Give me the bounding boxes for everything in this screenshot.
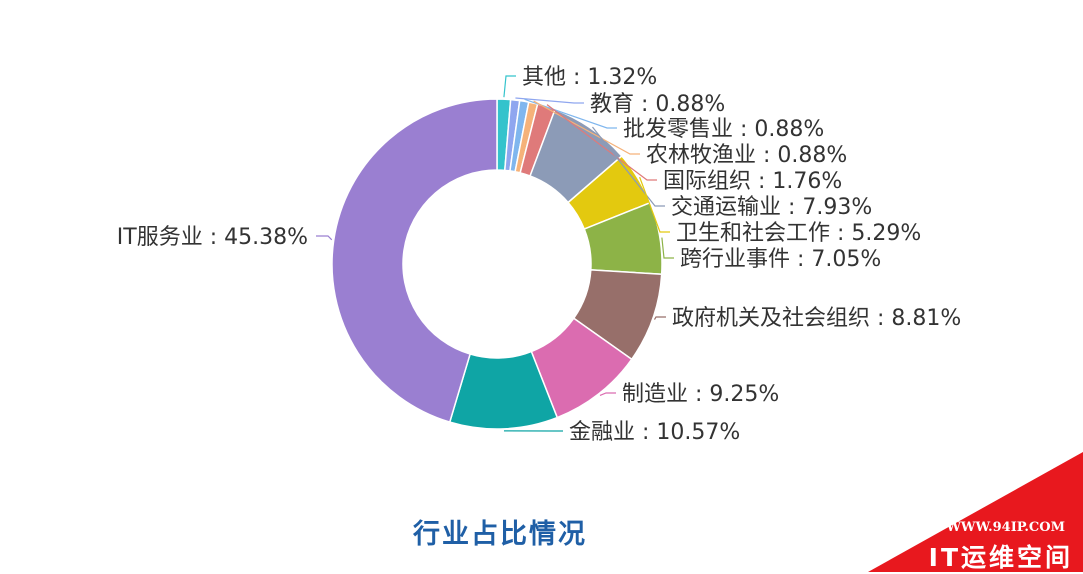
slice-label-8: 跨行业事件 : 7.05% (680, 247, 881, 272)
slice-label-10: 制造业 : 9.25% (622, 382, 779, 407)
chart-title: 行业占比情况 (0, 512, 1000, 551)
slice-label-4: 农林牧渔业 : 0.88% (646, 143, 847, 168)
slice-label-6: 交通运输业 : 7.93% (671, 195, 872, 220)
watermark-url: WWW.94IP.COM (946, 520, 1065, 535)
leader-line-12 (316, 236, 332, 240)
leader-line-9 (654, 317, 666, 320)
slice-label-3: 批发零售业 : 0.88% (623, 117, 824, 142)
slice-label-11: 金融业 : 10.57% (569, 420, 740, 445)
slice-label-1: 其他 : 1.32% (522, 65, 657, 90)
slice-label-7: 卫生和社会工作 : 5.29% (676, 221, 921, 246)
slice-label-5: 国际组织 : 1.76% (663, 169, 842, 194)
slice-label-12: IT服务业 : 45.38% (117, 225, 308, 250)
slice-label-2: 教育 : 0.88% (590, 92, 725, 117)
leader-line-8 (662, 238, 674, 258)
leader-line-1 (504, 76, 516, 97)
watermark-name: IT运维空间 (929, 538, 1073, 574)
slice-label-9: 政府机关及社会组织 : 8.81% (672, 306, 961, 331)
leader-line-10 (600, 393, 616, 395)
